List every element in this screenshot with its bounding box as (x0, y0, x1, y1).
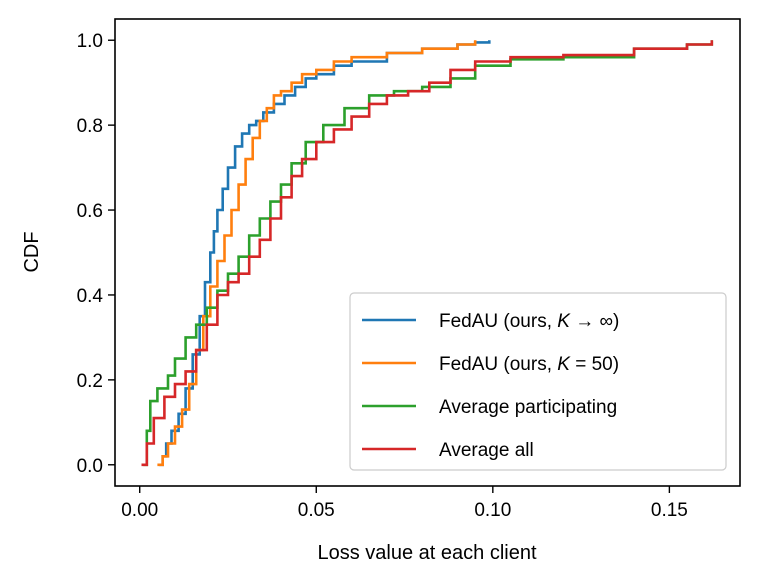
y-axis-label: CDF (21, 231, 43, 272)
legend-label: Average all (439, 440, 534, 461)
y-tick-label: 0.4 (77, 286, 104, 307)
x-tick-label: 0.10 (474, 500, 511, 521)
legend-item: Average participating (362, 397, 617, 418)
x-axis-label: Loss value at each client (317, 542, 536, 564)
plot-frame (114, 18, 741, 487)
legend: FedAU (ours, K → ∞) FedAU (ours, K = 50) A… (349, 292, 727, 471)
series-lines (141, 40, 714, 467)
x-tick-label: 0.15 (651, 500, 688, 521)
legend-item: FedAU (ours, K = 50) (362, 354, 619, 375)
legend-label: FedAU (ours, K = 50) (439, 354, 619, 375)
series-line-4-average-all (141, 40, 714, 467)
legend-item: FedAU (ours, K → ∞) (362, 311, 619, 332)
y-tick-label: 0.8 (77, 116, 103, 137)
y-tick-label: 0.0 (77, 456, 103, 477)
legend-label: Average participating (439, 397, 617, 418)
y-tick-label: 0.2 (77, 371, 103, 392)
x-tick-label: 0.05 (298, 500, 335, 521)
legend-item: Average all (362, 440, 534, 461)
y-tick-label: 1.0 (77, 31, 103, 52)
axis-ticks: 0.00 0.05 0.10 0.15 0.0 0.2 0.4 0.6 0.8 1.0 (77, 31, 688, 521)
y-tick-label: 0.6 (77, 201, 103, 222)
series-line-2-fedau-ours-k-50 (157, 40, 477, 467)
legend-label: FedAU (ours, K → ∞) (439, 311, 619, 332)
x-tick-label: 0.00 (121, 500, 158, 521)
legend-box (349, 292, 727, 471)
